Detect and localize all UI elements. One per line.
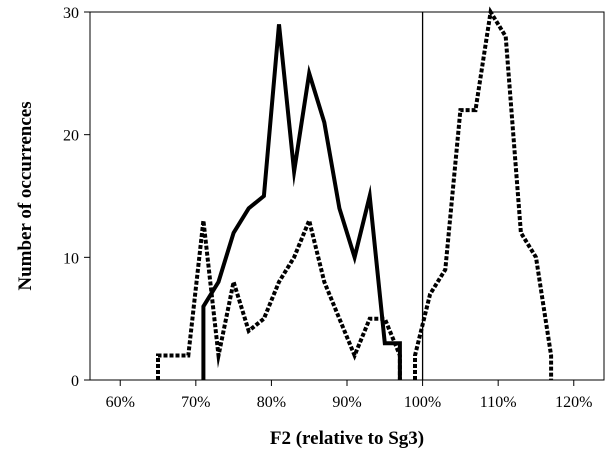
y-tick-label: 10 [63,250,79,267]
x-tick-label: 110% [480,394,517,411]
x-axis-label: F2 (relative to Sg3) [270,428,424,449]
y-tick-label: 30 [63,5,79,22]
x-tick-label: 70% [181,394,210,411]
plot-area-frame [89,11,605,381]
y-axis: 0 10 20 30 [63,5,90,390]
x-tick-label: 90% [332,394,361,411]
x-tick-label: 120% [555,394,592,411]
x-tick-label: 60% [106,394,135,411]
series-line-2 [156,202,402,380]
y-tick-label: 20 [63,128,79,145]
series-line-1 [201,24,402,380]
x-tick-label: 100% [404,394,441,411]
series-layer [156,6,554,380]
x-tick-label: 80% [257,394,286,411]
y-tick-label: 0 [71,373,79,390]
x-axis: 60% 70% 80% 90% 100% 110% 120% [106,380,592,411]
series-line-3 [413,6,554,380]
y-axis-label: Number of occurrences [15,101,36,290]
